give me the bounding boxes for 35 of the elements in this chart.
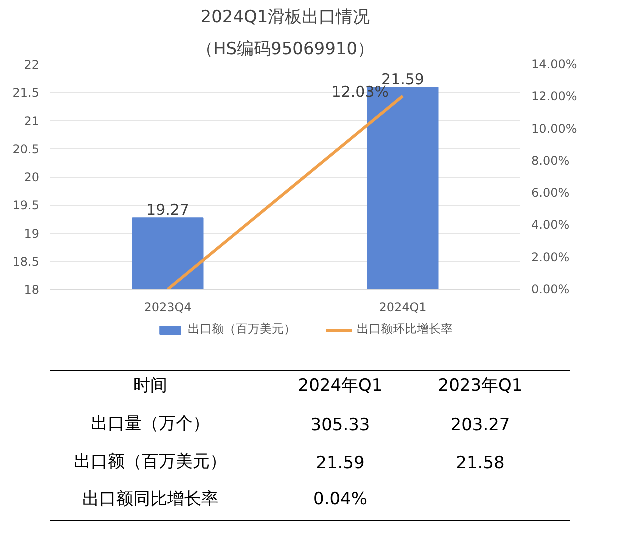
legend-label: 出口额（百万美元）: [188, 321, 296, 338]
text: 21.58: [456, 453, 505, 474]
y2-tick-label: 6.00%: [532, 186, 570, 200]
text: 203.27: [450, 415, 510, 436]
y2-tick-label: 0.00%: [532, 282, 570, 296]
text: 出口额（百万美元）: [74, 452, 227, 472]
y-tick-label: 19.5: [12, 198, 40, 213]
text: 2023年Q1: [438, 376, 523, 396]
text: 出口额同比增长率: [82, 490, 218, 510]
y-tick-label: 18: [24, 283, 40, 297]
y-tick-label: 18.5: [12, 254, 40, 269]
x-tick-label: 2024Q1: [379, 300, 427, 314]
text: 305.33: [310, 415, 370, 436]
x-tick-label: 2023Q4: [144, 300, 192, 314]
text: 0.04%: [314, 490, 368, 510]
y2-tick-label: 4.00%: [532, 218, 570, 232]
y2-tick-label: 2.00%: [532, 250, 570, 264]
y-tick-label: 22: [24, 58, 40, 72]
y2-tick-label: 14.00%: [532, 58, 578, 72]
chart-subtitle: （HS编码95069910）: [196, 40, 375, 60]
data-label: 19.27: [146, 201, 190, 220]
chart-title: 2024Q1滑板出口情况: [200, 8, 370, 28]
y-tick-label: 19: [24, 226, 40, 241]
legend-label: 出口额环比增长率: [357, 321, 453, 338]
text: 出口量（万个）: [91, 414, 210, 434]
y2-tick-label: 12.00%: [532, 90, 578, 104]
y-tick-label: 21: [24, 114, 40, 128]
y-tick-label: 21.5: [12, 86, 40, 100]
y2-tick-label: 8.00%: [532, 154, 570, 168]
y-tick-label: 20.5: [12, 142, 40, 156]
text: 21.59: [316, 453, 365, 474]
y-tick-label: 20: [24, 170, 40, 184]
text: 时间: [134, 376, 168, 396]
text: 2024年Q1: [298, 376, 383, 396]
y2-tick-label: 10.00%: [532, 122, 578, 136]
